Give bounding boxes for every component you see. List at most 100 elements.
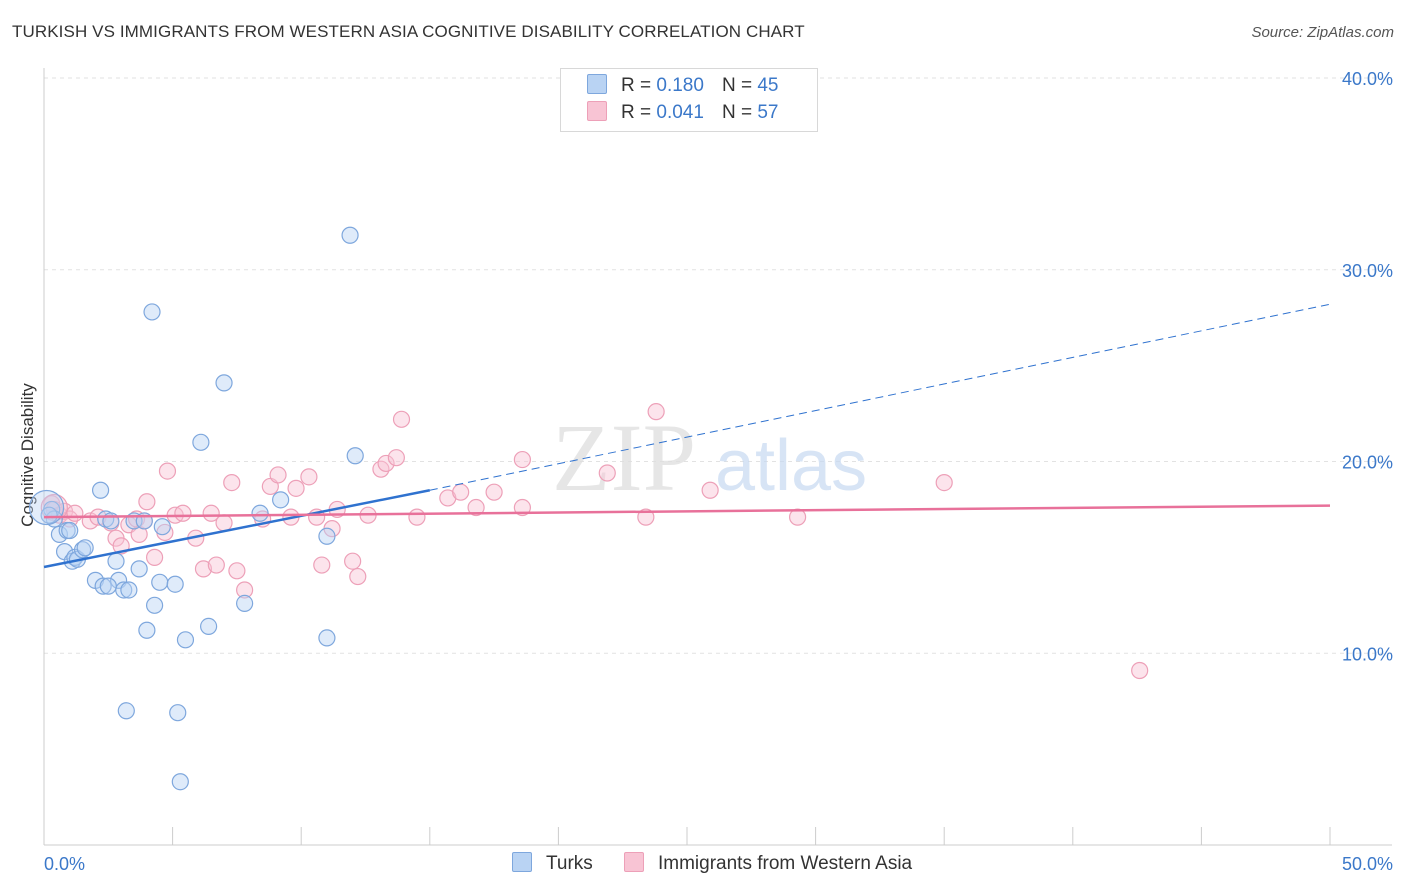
legend-r-label: R = <box>621 75 652 96</box>
turks-point <box>117 702 135 720</box>
immigrants-point <box>513 498 531 517</box>
immigrants-point <box>377 454 395 473</box>
turks-point <box>120 581 138 599</box>
immigrants-point <box>174 504 192 522</box>
tick-labels: 10.0% 20.0% 30.0% 40.0% 0.0% 50.0% <box>44 69 1393 874</box>
turks-point <box>169 704 187 722</box>
immigrants-point <box>387 449 405 467</box>
immigrants-point <box>637 508 655 526</box>
legend-n-value: 57 <box>757 102 779 123</box>
immigrants-point <box>598 464 616 482</box>
x-tick-label: 0.0% <box>44 854 85 874</box>
immigrants-point <box>236 581 254 599</box>
immigrants-point <box>513 450 531 469</box>
legend-row-immigrants: R = 0.041 N = 57 <box>587 101 778 125</box>
legend-r-value: 0.041 <box>656 102 704 123</box>
turks-point <box>76 539 94 557</box>
turks-swatch <box>512 852 532 872</box>
immigrants-point <box>269 466 287 484</box>
turks-point <box>318 527 336 545</box>
turks-trend-line <box>43 489 431 569</box>
watermark-zip: ZIP <box>552 404 696 511</box>
immigrants-point <box>194 560 213 578</box>
source-label: Source: ZipAtlas.com <box>1251 24 1394 41</box>
turks-point <box>346 447 364 465</box>
immigrants-point <box>138 493 156 511</box>
legend-n-value: 45 <box>757 75 779 96</box>
turks-point <box>341 226 359 244</box>
turks-point <box>50 525 69 543</box>
y-tick-label: 40.0% <box>1342 69 1393 89</box>
immigrants-point <box>788 508 807 526</box>
immigrants-swatch <box>624 852 644 872</box>
turks-point <box>192 433 210 451</box>
turks-point <box>107 552 125 570</box>
turks-swatch <box>587 74 607 94</box>
legend-r-label: R = <box>621 102 652 123</box>
turks-point <box>91 481 110 499</box>
immigrants-point <box>349 567 367 586</box>
immigrants-point <box>392 410 411 428</box>
turks-point <box>94 577 112 595</box>
immigrants-point <box>935 473 953 492</box>
bottom-legend-immigrants: Immigrants from Western Asia <box>624 852 912 875</box>
immigrants-point <box>145 548 164 566</box>
bottom-legend-turks: Turks <box>512 852 593 875</box>
immigrants-points <box>40 403 1149 680</box>
watermark-atlas: atlas <box>715 426 867 506</box>
immigrants-point <box>207 556 225 574</box>
turks-point <box>99 577 117 595</box>
axes <box>43 68 1392 846</box>
immigrants-point <box>701 481 719 499</box>
immigrants-point <box>344 552 362 570</box>
legend-row-turks: R = 0.180 N = 45 <box>587 74 778 98</box>
immigrants-point <box>158 462 177 480</box>
turks-trend-extension <box>429 303 1331 491</box>
turks-point <box>73 541 92 559</box>
immigrants-point <box>485 483 503 501</box>
immigrants-point <box>228 562 246 580</box>
turks-point <box>200 617 218 636</box>
immigrants-swatch <box>587 101 607 121</box>
y-tick-label: 10.0% <box>1342 644 1393 664</box>
immigrants-point <box>287 479 305 497</box>
immigrants-point <box>647 403 665 421</box>
turks-point <box>318 629 336 647</box>
turks-point <box>130 560 148 578</box>
immigrants-trend-line <box>43 504 1331 519</box>
trend-lines <box>43 303 1331 569</box>
turks-point <box>61 521 79 540</box>
immigrants-point <box>467 498 485 517</box>
legend-n-label: N = <box>721 75 753 96</box>
turks-point <box>40 506 58 524</box>
turks-point <box>28 489 65 526</box>
immigrants-point <box>202 504 220 522</box>
bottom-legend-immigrants-label: Immigrants from Western Asia <box>658 853 913 874</box>
y-tick-label: 20.0% <box>1342 453 1393 473</box>
bottom-legend-turks-label: Turks <box>546 853 593 874</box>
immigrants-point <box>408 508 426 526</box>
immigrants-point <box>215 514 233 532</box>
turks-point <box>176 631 195 649</box>
turks-point <box>171 773 189 791</box>
turks-point <box>153 518 171 536</box>
chart-title: TURKISH VS IMMIGRANTS FROM WESTERN ASIA … <box>12 22 805 41</box>
turks-point <box>138 621 156 639</box>
y-tick-label: 30.0% <box>1342 261 1393 281</box>
turks-point <box>145 596 164 614</box>
x-tick-label: 50.0% <box>1342 854 1393 874</box>
turks-point <box>272 491 290 509</box>
watermark: ZIP atlas <box>552 404 867 511</box>
legend-n-label: N = <box>721 102 753 123</box>
turks-point <box>215 374 233 392</box>
immigrants-point <box>313 556 331 574</box>
stats-legend: R = 0.180 N = 45 R = 0.041 N = 57 <box>560 68 818 132</box>
turks-point <box>151 573 169 591</box>
legend-r-value: 0.180 <box>656 75 704 96</box>
immigrants-point <box>1131 661 1149 680</box>
turks-point <box>166 575 184 593</box>
immigrants-point <box>223 473 241 492</box>
turks-point <box>236 594 254 612</box>
gridlines <box>44 77 1392 654</box>
